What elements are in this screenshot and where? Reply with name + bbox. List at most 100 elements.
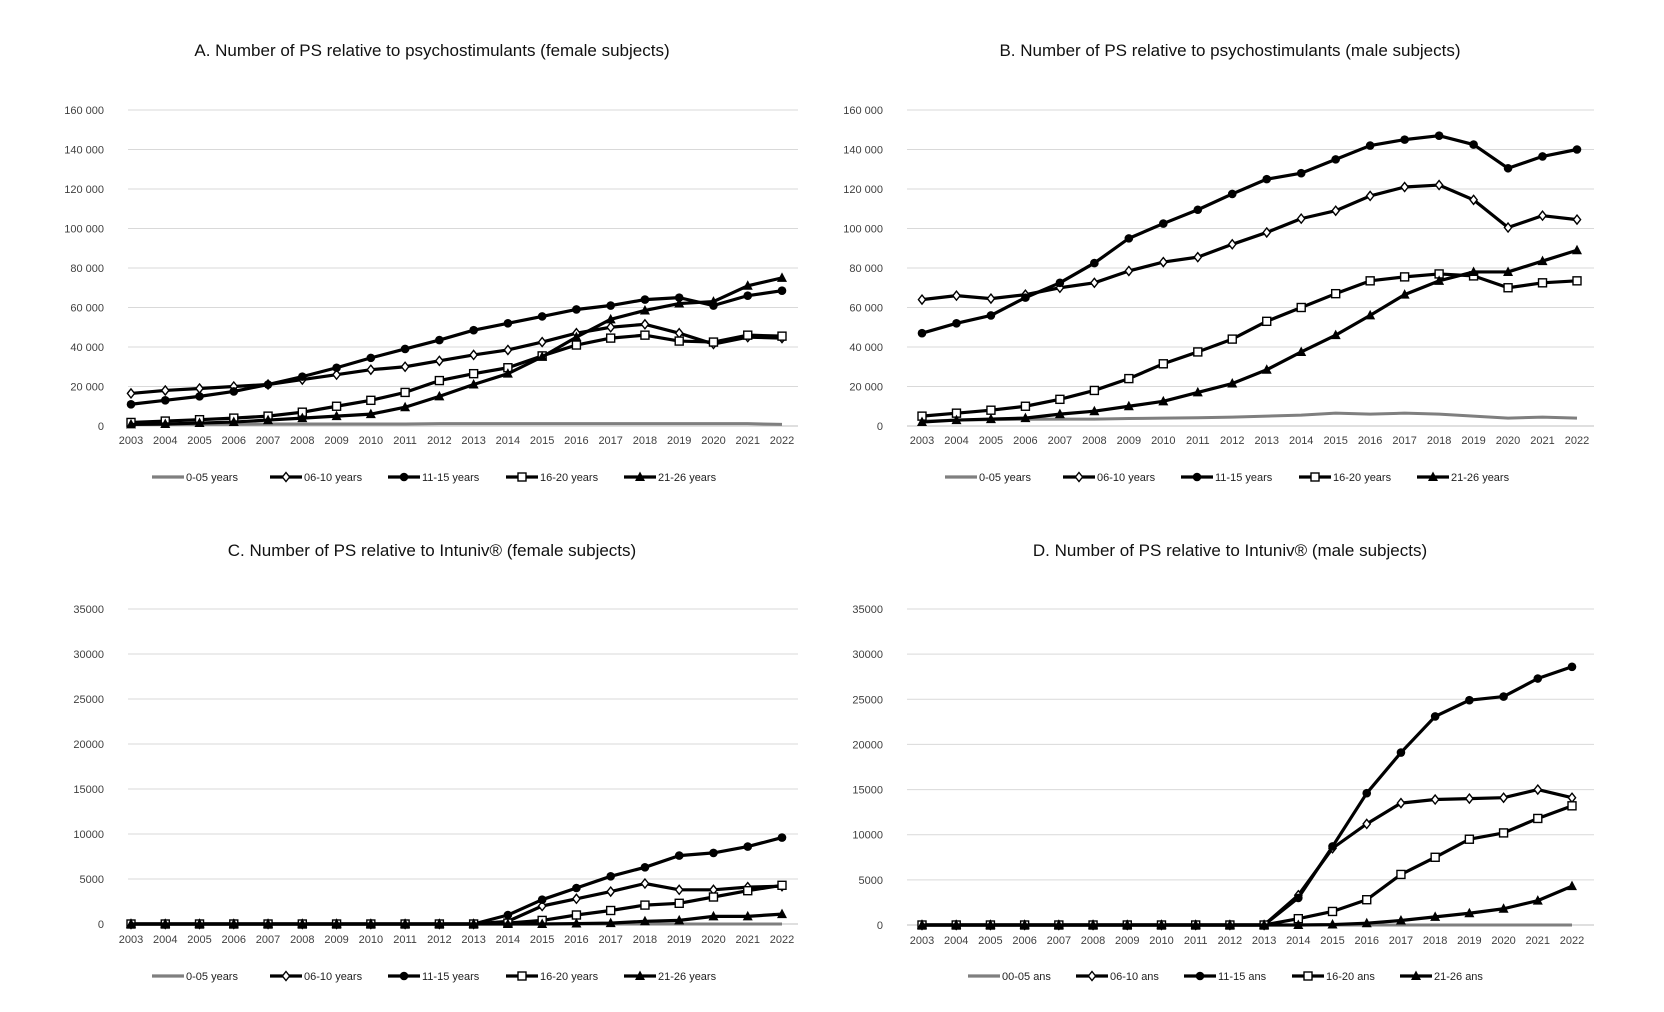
square-marker <box>468 368 479 379</box>
y-tick-label: 15000 <box>73 784 104 796</box>
circle-marker <box>400 344 410 354</box>
x-tick-label: 2017 <box>1392 435 1416 447</box>
circle-marker <box>743 842 753 851</box>
circle-marker <box>640 295 650 304</box>
legend-entry: 21-26 years <box>624 471 717 484</box>
x-tick-label: 2020 <box>701 934 725 946</box>
x-tick-label: 2006 <box>1013 435 1037 447</box>
x-tick-label: 2007 <box>256 435 280 447</box>
series-21-26-ans <box>917 880 1577 929</box>
triangle-marker <box>1537 255 1548 266</box>
x-tick-label: 2003 <box>910 935 934 947</box>
square-marker <box>605 333 616 343</box>
x-tick-label: 2003 <box>119 435 143 447</box>
circle-marker <box>1430 712 1440 721</box>
x-tick-label: 2009 <box>324 934 348 946</box>
x-tick-label: 2005 <box>187 934 211 946</box>
diamond-marker <box>674 327 684 339</box>
circle-marker <box>1021 293 1030 302</box>
triangle-marker <box>537 351 548 361</box>
legend-entry: 11-15 ans <box>1184 971 1267 983</box>
series-line <box>921 183 1578 302</box>
x-tick-label: 2014 <box>496 435 520 447</box>
y-tick-label: 120 000 <box>843 184 883 196</box>
diamond-marker <box>1074 471 1084 483</box>
legend-label: 16-20 years <box>1333 472 1392 484</box>
legend-label: 11-15 years <box>422 971 480 983</box>
triangle-marker <box>1089 405 1100 416</box>
x-tick-label: 2006 <box>222 435 246 447</box>
diamond-marker <box>640 318 650 330</box>
x-tick-label: 2021 <box>1526 935 1550 947</box>
triangle-marker <box>1224 919 1235 929</box>
chart-d: D. Number of PS relative to Intuniv® (ma… <box>852 541 1594 983</box>
legend-entry: 00-05 ans <box>968 971 1051 983</box>
x-tick-label: 2022 <box>770 934 794 946</box>
legend-entry: 16-20 years <box>506 971 599 983</box>
x-tick-label: 2012 <box>1220 435 1244 447</box>
circle-marker <box>1533 674 1543 683</box>
x-tick-label: 2017 <box>598 934 622 946</box>
triangle-marker <box>1122 919 1133 929</box>
x-tick-label: 2015 <box>530 934 554 946</box>
x-tick-label: 2012 <box>427 934 451 946</box>
x-tick-label: 2006 <box>222 934 246 946</box>
y-tick-label: 40 000 <box>70 342 104 354</box>
square-marker <box>1055 394 1065 405</box>
triangle-marker <box>777 272 787 282</box>
y-tick-label: 40 000 <box>849 342 883 354</box>
triangle-marker <box>951 414 962 425</box>
series-21-26-years <box>126 272 787 429</box>
triangle-marker <box>1503 266 1514 276</box>
triangle-marker <box>1327 919 1338 929</box>
circle-marker <box>640 863 650 872</box>
circle-marker <box>399 971 409 981</box>
x-tick-label: 2017 <box>1389 935 1413 947</box>
circle-marker <box>1192 472 1202 482</box>
circle-marker <box>709 848 718 858</box>
square-marker <box>1533 813 1543 824</box>
triangle-marker <box>1192 386 1203 397</box>
legend-label: 11-15 years <box>1215 472 1273 484</box>
circle-marker <box>1572 145 1582 154</box>
diamond-marker <box>1464 792 1474 805</box>
square-marker <box>743 330 753 340</box>
circle-marker <box>366 353 376 363</box>
triangle-marker <box>1365 309 1376 320</box>
circle-marker <box>777 286 787 296</box>
legend-label: 21-26 years <box>658 472 717 484</box>
series-11-15-years <box>917 131 1582 338</box>
triangle-marker <box>742 280 753 290</box>
legend-entry: 0-05 years <box>945 472 1031 484</box>
legend-label: 06-10 years <box>1097 472 1156 484</box>
series-line <box>131 836 783 926</box>
circle-marker <box>1503 163 1513 173</box>
y-tick-label: 20000 <box>852 739 883 751</box>
x-tick-label: 2007 <box>1047 935 1071 947</box>
triangle-marker <box>1020 412 1031 423</box>
x-tick-label: 2008 <box>290 435 314 447</box>
x-tick-label: 2016 <box>564 435 588 447</box>
y-tick-label: 20 000 <box>849 382 883 394</box>
triangle-marker <box>777 908 787 919</box>
legend-label: 16-20 years <box>540 472 599 484</box>
diamond-marker <box>1538 210 1548 222</box>
circle-marker <box>674 293 684 302</box>
series-16-20-years <box>126 330 787 428</box>
x-tick-label: 2007 <box>256 934 280 946</box>
diamond-marker <box>1124 265 1134 277</box>
triangle-marker <box>635 970 645 980</box>
legend-label: 11-15 years <box>422 472 480 484</box>
circle-marker <box>1090 258 1099 268</box>
diamond-marker <box>537 900 547 912</box>
x-tick-label: 2005 <box>187 435 211 447</box>
x-tick-label: 2015 <box>1323 435 1347 447</box>
triangle-marker <box>1261 364 1272 374</box>
legend-label: 16-20 ans <box>1326 971 1375 983</box>
diamond-marker <box>1331 205 1341 217</box>
legend-entry: 06-10 years <box>270 471 363 484</box>
square-marker <box>1399 272 1410 282</box>
chart-title: D. Number of PS relative to Intuniv® (ma… <box>1033 541 1427 560</box>
legend-entry: 11-15 years <box>388 472 480 484</box>
circle-marker <box>126 399 136 409</box>
